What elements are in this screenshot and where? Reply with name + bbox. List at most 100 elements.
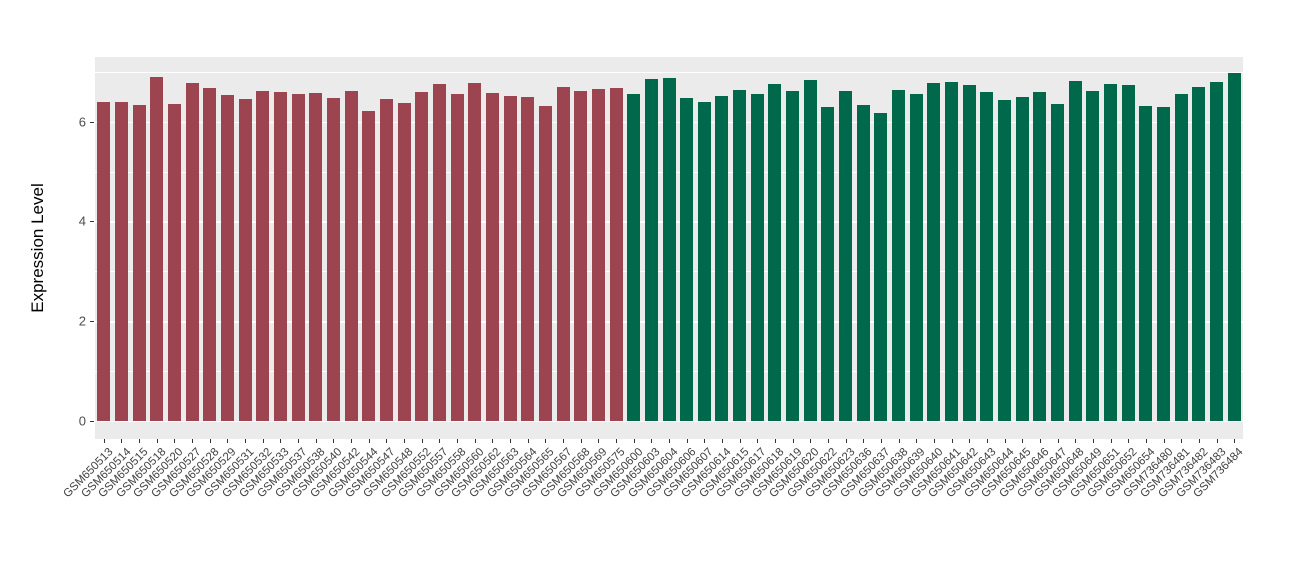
x-tick-mark (704, 439, 706, 443)
x-tick-mark (563, 439, 565, 443)
x-tick-mark (880, 439, 882, 443)
bar-GSM650648 (1068, 81, 1082, 421)
bar-GSM650537 (291, 93, 305, 421)
bar-GSM650603 (644, 78, 658, 421)
x-tick-mark (1128, 439, 1130, 443)
bar-GSM650637 (874, 112, 888, 421)
plot-panel (95, 57, 1243, 439)
bar-GSM650615 (733, 90, 747, 421)
bar-GSM650638 (892, 89, 906, 421)
x-tick-mark (545, 439, 547, 443)
x-tick-mark (651, 439, 653, 443)
bar-GSM650513 (97, 101, 111, 421)
major-gridline (95, 421, 1243, 423)
x-tick-mark (103, 439, 105, 443)
x-tick-mark (669, 439, 670, 443)
bar-GSM650569 (591, 88, 605, 421)
bar-GSM650575 (609, 88, 623, 421)
bar-GSM650607 (697, 101, 711, 421)
x-tick-mark (1092, 439, 1094, 443)
x-tick-mark (492, 439, 494, 443)
bar-GSM650514 (114, 101, 128, 421)
x-tick-mark (1110, 439, 1112, 443)
y-tick-mark (90, 421, 94, 422)
bar-GSM650622 (821, 107, 835, 421)
bar-GSM650649 (1086, 90, 1100, 421)
bar-GSM650518 (150, 76, 164, 421)
bar-GSM650606 (680, 97, 694, 421)
bar-GSM650641 (945, 81, 959, 421)
x-tick-mark (227, 439, 229, 443)
x-tick-mark (1234, 439, 1236, 443)
bar-GSM736484 (1227, 72, 1241, 421)
bar-GSM650563 (503, 96, 517, 421)
x-tick-mark (686, 439, 688, 443)
x-tick-mark (386, 439, 388, 443)
x-tick-mark (1163, 439, 1165, 443)
x-tick-mark (1216, 439, 1218, 443)
bar-GSM650646 (1033, 91, 1047, 421)
bar-GSM650544 (362, 111, 376, 421)
bar-GSM650564 (521, 97, 535, 421)
x-tick-mark (280, 439, 282, 443)
bar-GSM650548 (397, 102, 411, 421)
bar-GSM650619 (786, 90, 800, 421)
bar-GSM650532 (256, 91, 270, 421)
x-tick-mark (368, 439, 370, 443)
bar-GSM650558 (450, 94, 464, 421)
y-tick-mark (90, 321, 94, 323)
x-tick-mark (298, 439, 300, 443)
bar-GSM650528 (203, 88, 217, 421)
x-tick-mark (1145, 439, 1147, 443)
x-tick-mark (192, 439, 194, 443)
x-tick-mark (580, 439, 582, 443)
bar-GSM736481 (1174, 94, 1188, 421)
x-tick-mark (933, 439, 935, 443)
x-tick-mark (633, 439, 635, 443)
bar-GSM650645 (1015, 96, 1029, 421)
bar-GSM650618 (768, 83, 782, 421)
x-tick-mark (421, 439, 423, 443)
x-tick-mark (863, 439, 865, 443)
x-tick-mark (757, 439, 759, 443)
bar-GSM650531 (238, 99, 252, 421)
x-tick-mark (986, 439, 988, 443)
minor-gridline (95, 71, 1243, 73)
bar-GSM650560 (468, 82, 482, 421)
y-tick-mark (90, 121, 94, 123)
bar-GSM650620 (803, 80, 817, 421)
bar-GSM650654 (1139, 106, 1153, 421)
x-tick-mark (121, 439, 123, 443)
x-tick-mark (1057, 439, 1059, 443)
x-tick-mark (209, 439, 211, 443)
bar-GSM650651 (1104, 83, 1118, 421)
x-tick-mark (721, 439, 723, 443)
x-tick-mark (898, 439, 900, 443)
bar-GSM650527 (185, 82, 199, 421)
bar-GSM650533 (273, 91, 287, 421)
bar-GSM650644 (998, 99, 1012, 421)
bar-GSM650604 (662, 77, 676, 421)
x-tick-mark (827, 439, 829, 443)
bar-GSM650652 (1121, 85, 1135, 421)
x-tick-mark (262, 439, 264, 443)
x-tick-mark (916, 439, 918, 443)
y-tick-label: 6 (78, 114, 86, 130)
bar-GSM650623 (839, 90, 853, 421)
x-tick-mark (1022, 439, 1024, 443)
x-tick-mark (810, 439, 812, 443)
x-tick-mark (616, 439, 617, 443)
x-tick-mark (315, 439, 317, 443)
x-tick-mark (439, 439, 441, 443)
bar-GSM650529 (220, 95, 234, 421)
x-tick-mark (1004, 439, 1006, 443)
bar-GSM650515 (132, 105, 146, 421)
bar-GSM650600 (627, 93, 641, 421)
bar-GSM650639 (909, 94, 923, 421)
y-tick-mark (90, 221, 94, 223)
x-tick-mark (1075, 439, 1077, 443)
x-tick-mark (845, 439, 847, 443)
bar-GSM650565 (538, 106, 552, 421)
y-tick-label: 0 (78, 413, 86, 429)
y-axis-title: Expression Level (28, 183, 47, 313)
